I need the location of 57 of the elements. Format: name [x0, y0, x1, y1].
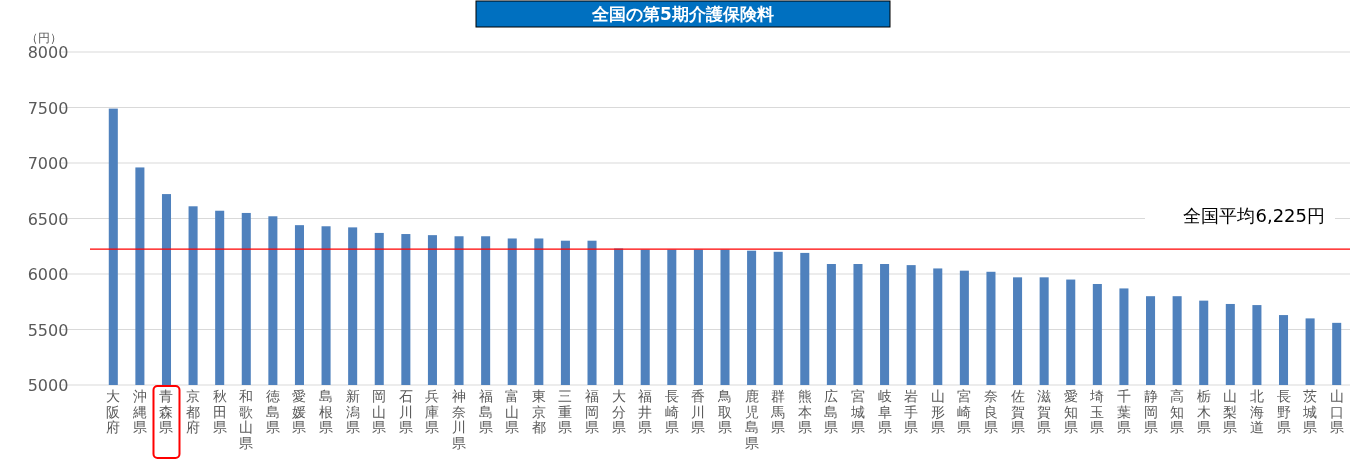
x-tick-label: 佐賀県: [1010, 388, 1025, 435]
x-tick-label: 愛知県: [1063, 388, 1078, 435]
x-tick-label: 福岡県: [585, 388, 600, 435]
x-tick-label: 滋賀県: [1037, 388, 1052, 435]
x-tick-label: 宮城県: [849, 388, 865, 435]
y-tick-label: 5000: [27, 376, 69, 395]
x-tick-label: 東京都: [531, 388, 546, 435]
y-tick-label: 5500: [27, 320, 69, 340]
x-tick-label: 鳥取県: [717, 388, 732, 435]
y-tick-label: 8000: [27, 43, 69, 62]
x-tick-label: 山梨県: [1223, 388, 1238, 435]
x-tick-label: 群馬県: [770, 388, 786, 435]
x-tick-label: 宮崎県: [957, 388, 972, 435]
x-tick-label: 京都府: [186, 388, 201, 435]
x-tick-label: 和歌山県: [239, 388, 254, 451]
x-tick-label: 北海道: [1249, 388, 1264, 435]
x-tick-label: 沖縄県: [131, 388, 147, 435]
x-tick-label: 広島県: [824, 388, 839, 435]
x-tick-label: 神奈川県: [452, 388, 467, 451]
x-tick-label: 千葉県: [1116, 388, 1131, 435]
x-tick-label: 静岡県: [1143, 388, 1158, 435]
x-tick-label: 茨城県: [1302, 388, 1318, 435]
x-tick-label: 兵庫県: [425, 388, 440, 435]
x-tick-label: 奈良県: [983, 388, 998, 435]
x-tick-label: 福島県: [478, 388, 493, 435]
x-tick-label: 秋田県: [212, 388, 227, 435]
x-tick-label: 岩手県: [904, 388, 919, 435]
x-tick-label: 埼玉県: [1089, 388, 1105, 435]
x-tick-label: 高知県: [1170, 388, 1185, 435]
y-axis-title: （円）: [26, 31, 62, 45]
x-tick-label: 石川県: [398, 388, 413, 435]
x-tick-label: 岐阜県: [877, 388, 892, 435]
x-tick-label: 長野県: [1276, 388, 1291, 435]
x-tick-label: 徳島県: [265, 388, 280, 435]
x-tick-label: 新潟県: [345, 388, 360, 435]
x-tick-label: 長崎県: [664, 388, 679, 435]
y-tick-label: 6500: [27, 209, 69, 229]
x-tick-label: 福井県: [638, 388, 653, 435]
x-tick-label: 大阪府: [106, 388, 121, 435]
x-tick-label: 島根県: [319, 388, 334, 435]
y-tick-label: 7500: [27, 98, 69, 118]
x-tick-label: 香川県: [691, 388, 706, 435]
x-tick-label: 熊本県: [797, 388, 812, 435]
x-tick-label: 三重県: [558, 388, 573, 435]
ref-line-label: 全国平均6,225円: [1183, 205, 1325, 227]
x-tick-label: 栃木県: [1196, 388, 1211, 435]
y-tick-label: 7000: [27, 154, 69, 173]
x-tick-label: 愛媛県: [292, 388, 307, 435]
x-tick-label: 富山県: [505, 388, 520, 435]
x-tick-label: 岡山県: [372, 388, 387, 435]
y-tick-label: 6000: [27, 265, 69, 284]
chart-title: 全国の第5期介護保険料: [591, 4, 774, 24]
x-tick-label: 青森県: [159, 388, 174, 435]
x-tick-label: 山口県: [1329, 388, 1344, 435]
x-tick-label: 大分県: [611, 388, 626, 435]
x-tick-label: 山形県: [930, 388, 945, 435]
x-tick-label: 鹿児島県: [744, 388, 759, 451]
